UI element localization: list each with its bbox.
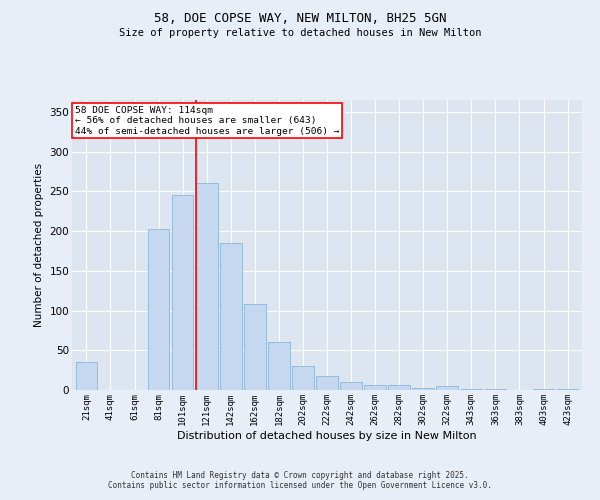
Bar (436, 386, 458, 390)
Bar (412, 388, 434, 390)
Text: Contains HM Land Registry data © Crown copyright and database right 2025.
Contai: Contains HM Land Registry data © Crown c… (108, 470, 492, 490)
Bar (268, 342, 290, 390)
Bar (557, 389, 578, 390)
Bar (388, 385, 410, 390)
Bar (292, 366, 314, 390)
Text: Size of property relative to detached houses in New Milton: Size of property relative to detached ho… (119, 28, 481, 38)
Bar (244, 304, 266, 390)
Y-axis label: Number of detached properties: Number of detached properties (34, 163, 44, 327)
Bar (172, 196, 193, 390)
Bar (196, 184, 218, 390)
Bar (316, 376, 338, 390)
Bar (220, 243, 242, 390)
Text: 58, DOE COPSE WAY, NEW MILTON, BH25 5GN: 58, DOE COPSE WAY, NEW MILTON, BH25 5GN (154, 12, 446, 26)
Bar (340, 382, 362, 390)
Bar (148, 228, 169, 390)
Text: 58 DOE COPSE WAY: 114sqm
← 56% of detached houses are smaller (643)
44% of semi-: 58 DOE COPSE WAY: 114sqm ← 56% of detach… (74, 106, 339, 136)
Bar (364, 385, 386, 390)
Bar (485, 389, 506, 390)
Bar (533, 389, 554, 390)
Bar (461, 389, 482, 390)
Bar (76, 362, 97, 390)
X-axis label: Distribution of detached houses by size in New Milton: Distribution of detached houses by size … (177, 430, 477, 440)
